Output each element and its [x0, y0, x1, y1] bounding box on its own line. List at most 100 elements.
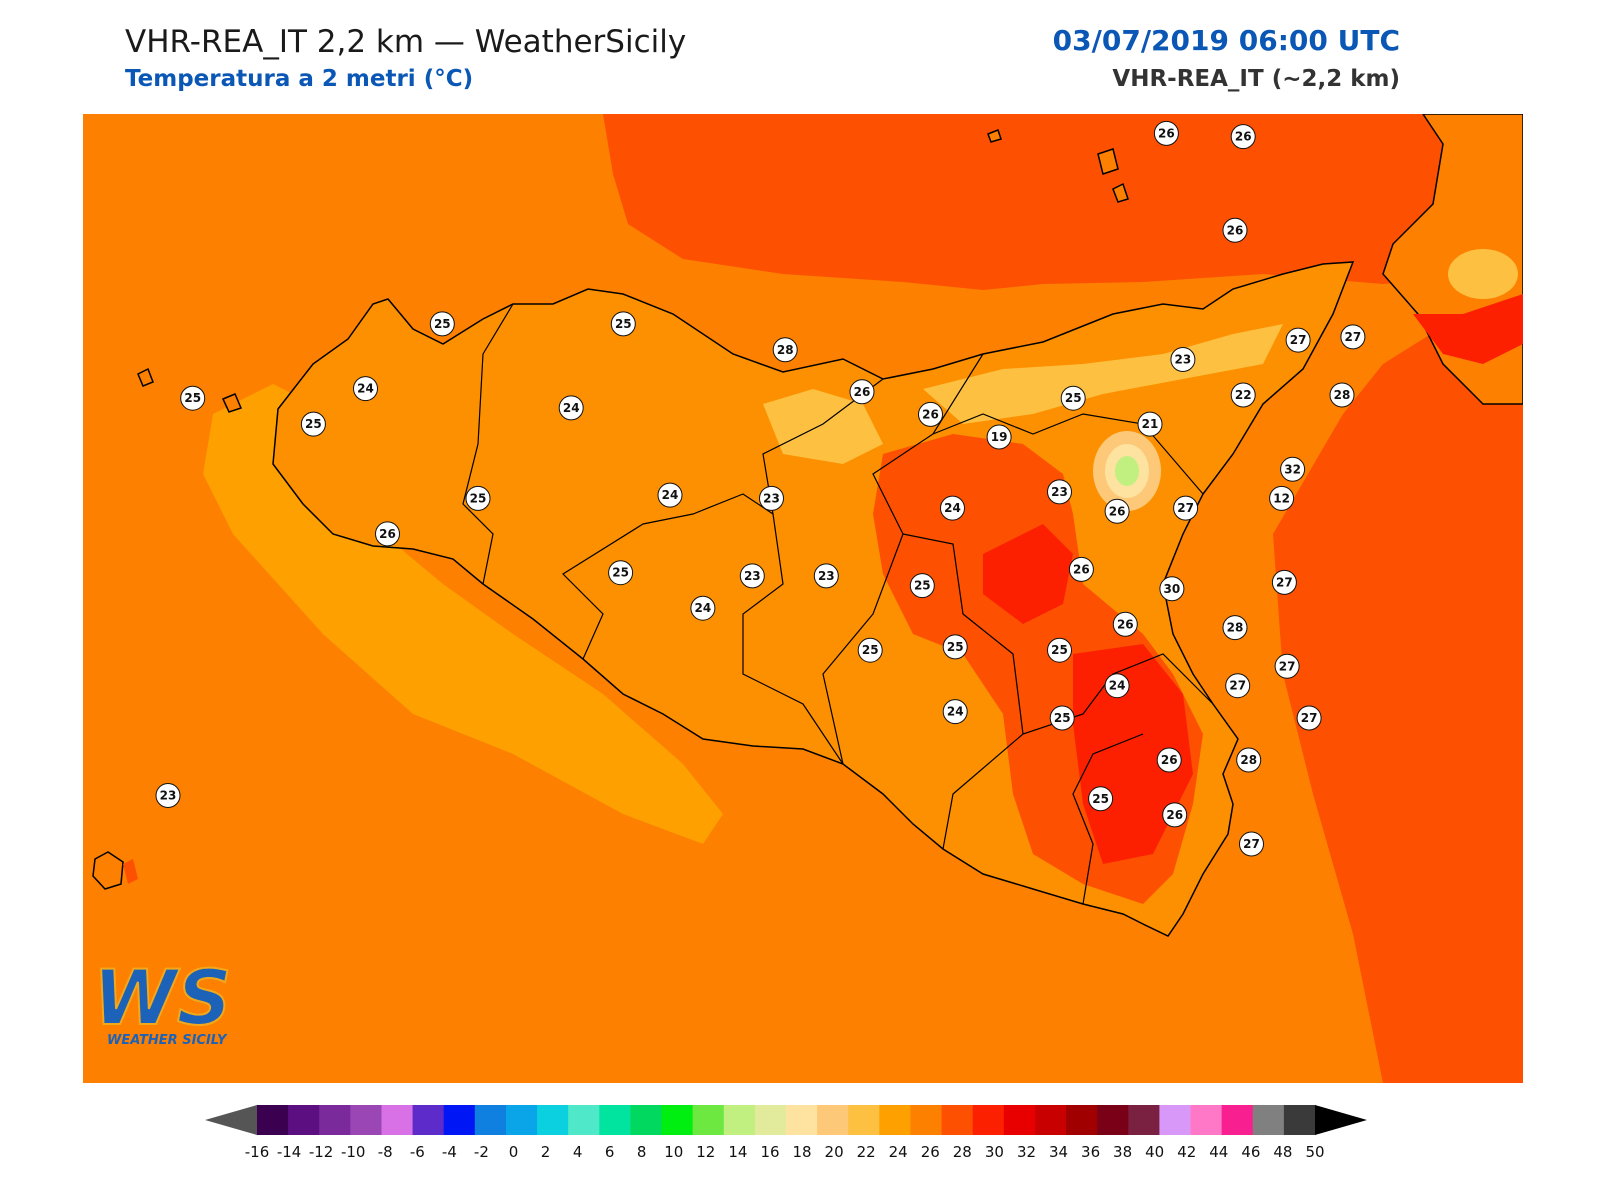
station-marker: 25 [1088, 786, 1114, 812]
colorbar-tick-label: 2 [541, 1143, 551, 1161]
station-value: 24 [662, 488, 679, 502]
station-marker: 27 [1285, 327, 1311, 353]
station-value: 25 [1092, 792, 1109, 806]
very-hot-spot [983, 524, 1073, 624]
station-circle [1060, 385, 1086, 411]
station-circle [1329, 382, 1355, 408]
station-value: 27 [1243, 837, 1260, 851]
station-circle [940, 495, 965, 521]
station-marker: 26 [1156, 747, 1182, 773]
colorbar-swatch [1283, 1105, 1316, 1135]
station-value: 23 [1175, 353, 1192, 367]
station-circle [857, 637, 883, 663]
station-value: 25 [615, 317, 632, 331]
station-marker: 25 [429, 311, 455, 337]
colorbar-swatch [568, 1105, 600, 1135]
station-circle [1280, 456, 1306, 482]
colorbar-swatch [817, 1105, 849, 1135]
station-value: 27 [1276, 575, 1293, 589]
station-circle [1068, 556, 1094, 582]
station-marker: 28 [1329, 382, 1355, 408]
logo-caption: WEATHER SICILY [107, 1033, 228, 1048]
station-marker: 25 [857, 637, 883, 663]
station-marker: 25 [608, 560, 634, 586]
station-circle [909, 573, 935, 599]
station-value: 25 [184, 391, 201, 405]
colorbar-tick-label: -6 [410, 1143, 425, 1161]
calabria-hot [1413, 294, 1523, 364]
station-circle [1236, 747, 1262, 773]
station-marker: 25 [610, 311, 636, 337]
colorbar-swatch [723, 1105, 756, 1135]
boundary-catania-ragusa [942, 653, 1214, 850]
station-circle [772, 337, 798, 363]
station-marker: 12 [1269, 485, 1295, 511]
station-marker: 25 [1047, 637, 1072, 663]
colorbar-swatch [692, 1105, 725, 1135]
station-value: 26 [1117, 617, 1134, 631]
station-circle [1285, 327, 1311, 353]
station-value: 25 [862, 643, 879, 657]
stations-layer: 26 26 26 25 25 28 26 26 25 23 27 27 22 28 24 24 25 25 19 21… [155, 120, 1366, 857]
colorbar-tick-label: 28 [953, 1143, 972, 1161]
valid-datetime: 03/07/2019 06:00 UTC [1052, 24, 1400, 57]
station-marker: 25 [942, 634, 968, 660]
station-circle [1047, 479, 1072, 505]
station-circle [1153, 120, 1179, 146]
station-circle [1225, 673, 1251, 699]
boundary-trapani-palermo [462, 303, 514, 585]
aeolian-island-1 [987, 129, 1002, 143]
colorbar-swatch [443, 1105, 476, 1135]
station-marker: 26 [918, 401, 943, 427]
colorbar-swatch [412, 1105, 445, 1135]
station-circle [1104, 673, 1130, 699]
colorbar-tick-label: -16 [245, 1143, 270, 1161]
station-marker: 28 [1236, 747, 1262, 773]
station-value: 26 [1073, 562, 1090, 576]
colorbar-tick-label: -2 [474, 1143, 489, 1161]
station-circle [942, 699, 968, 725]
station-marker: 26 [849, 379, 875, 405]
colorbar-tick-label: 38 [1113, 1143, 1132, 1161]
station-value: 26 [854, 385, 871, 399]
colorbar-tick-label: 44 [1209, 1143, 1228, 1161]
colorbar-swatch [599, 1105, 631, 1135]
aeolian-island-2 [1097, 148, 1119, 175]
variable-subtitle: Temperatura a 2 metri (°C) [125, 66, 474, 92]
station-circle [1159, 576, 1185, 602]
station-circle [1173, 495, 1199, 521]
station-marker: 23 [1170, 347, 1196, 372]
station-circle [465, 485, 491, 511]
station-value: 26 [922, 407, 939, 421]
station-circle [1222, 615, 1248, 641]
station-value: 32 [1284, 462, 1301, 476]
station-marker: 26 [1153, 120, 1179, 146]
station-marker: 30 [1159, 576, 1185, 602]
colorbar-over-arrow [1315, 1105, 1367, 1135]
station-value: 27 [1177, 501, 1194, 515]
colorbar-swatch [786, 1105, 818, 1135]
colorbar-swatch [630, 1105, 663, 1135]
station-value: 26 [1227, 223, 1244, 237]
temperature-map: 26 26 26 25 25 28 26 26 25 23 27 27 22 28 24 24 25 25 19 21… [83, 114, 1523, 1083]
egadi-island-2 [221, 393, 243, 413]
colorbar-swatch [1097, 1105, 1129, 1135]
logo-letters: WS [93, 953, 232, 1042]
station-marker: 24 [353, 376, 378, 402]
station-circle [1271, 569, 1297, 595]
boundary-ragusa-siracusa [1072, 733, 1144, 905]
colorbar-swatch [1221, 1105, 1254, 1135]
colorbar-tick-label: 10 [664, 1143, 683, 1161]
station-value: 23 [1051, 485, 1068, 499]
warm-sea-east [1273, 274, 1523, 1083]
station-marker: 23 [739, 563, 765, 589]
station-marker: 27 [1340, 324, 1366, 350]
station-circle [1112, 611, 1138, 637]
station-circle [759, 485, 784, 511]
warm-sea-north [603, 114, 1523, 290]
station-marker: 28 [772, 337, 798, 363]
colorbar-tick-label: -12 [309, 1143, 334, 1161]
colorbar-swatch [288, 1105, 320, 1135]
station-value: 25 [470, 491, 487, 505]
weather-sicily-logo: WS WEATHER SICILY [92, 952, 233, 1048]
